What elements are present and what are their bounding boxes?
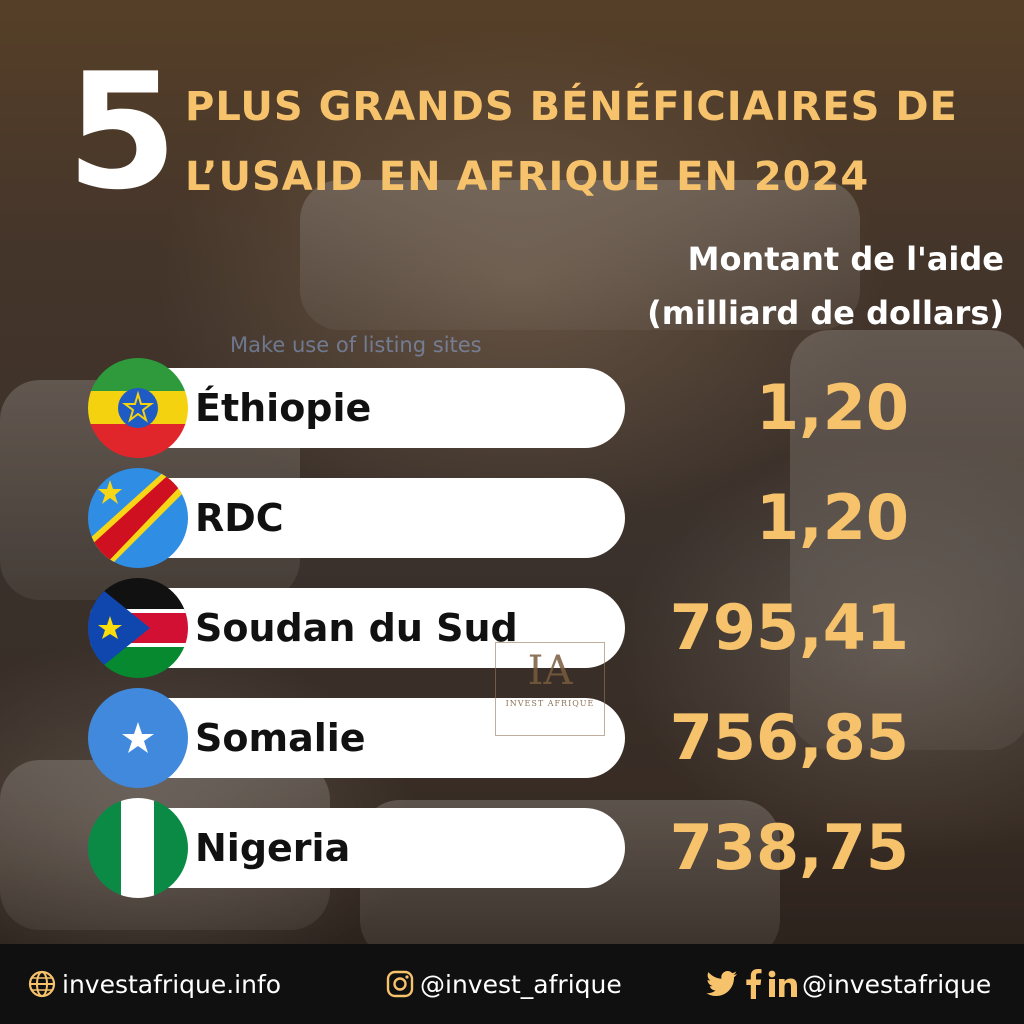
list-item: Nigeria 738,75 <box>0 798 1024 898</box>
nigeria-flag-icon <box>88 798 188 898</box>
twitter-icon[interactable] <box>706 970 738 998</box>
list-item: Soudan du Sud 795,41 <box>0 578 1024 678</box>
list-item: Éthiopie 1,20 <box>0 358 1024 458</box>
aid-amount: 1,20 <box>756 371 909 444</box>
invest-afrique-logo: IA INVEST AFRIQUE <box>495 642 605 736</box>
list-item: RDC 1,20 <box>0 468 1024 568</box>
country-name: Somalie <box>195 716 366 760</box>
country-name: Soudan du Sud <box>195 606 518 650</box>
instagram-link[interactable]: @invest_afrique <box>386 964 622 1004</box>
website-text: investafrique.info <box>62 969 282 999</box>
amount-column-header: Montant de l'aide (milliard de dollars) <box>584 232 1004 340</box>
social-handle: @investafrique <box>802 969 992 999</box>
title-line-2: L’USAID EN AFRIQUE EN 2024 <box>185 154 870 200</box>
aid-amount: 795,41 <box>669 591 909 664</box>
page-title: PLUS GRANDS BÉNÉFICIAIRES DE L’USAID EN … <box>185 72 1005 212</box>
country-name: RDC <box>195 496 284 540</box>
logo-mark-text: IA <box>527 648 573 694</box>
aid-amount: 1,20 <box>756 481 909 554</box>
instagram-icon <box>386 970 414 998</box>
amount-header-line-1: Montant de l'aide <box>687 240 1004 278</box>
linkedin-icon[interactable] <box>768 970 798 998</box>
country-name: Éthiopie <box>195 386 372 430</box>
list-item: Somalie 756,85 <box>0 688 1024 788</box>
aid-amount: 738,75 <box>669 811 909 884</box>
social-links[interactable]: @investafrique <box>706 964 991 1004</box>
amount-header-line-2: (milliard de dollars) <box>647 294 1004 332</box>
title-line-1: PLUS GRANDS BÉNÉFICIAIRES DE <box>185 84 958 130</box>
south-sudan-flag-icon <box>88 578 188 678</box>
ethiopia-flag-icon <box>88 358 188 458</box>
overlay-text: Make use of listing sites <box>230 333 482 357</box>
globe-icon <box>28 970 56 998</box>
facebook-icon[interactable] <box>744 969 762 999</box>
footer-bar: investafrique.info @invest_afrique <box>0 944 1024 1024</box>
dr-congo-flag-icon <box>88 468 188 568</box>
instagram-handle: @invest_afrique <box>420 969 622 999</box>
country-name: Nigeria <box>195 826 351 870</box>
title-number: 5 <box>66 38 177 225</box>
aid-amount: 756,85 <box>669 701 909 774</box>
logo-subtitle: INVEST AFRIQUE <box>505 699 595 708</box>
somalia-flag-icon <box>88 688 188 788</box>
website-link[interactable]: investafrique.info <box>28 964 281 1004</box>
